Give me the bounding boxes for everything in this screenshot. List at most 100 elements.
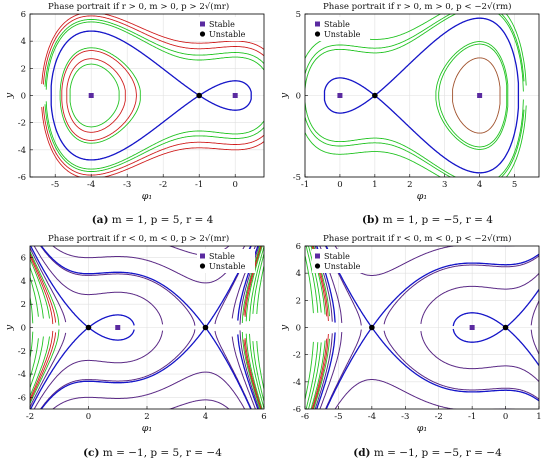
separatrix bbox=[40, 246, 252, 409]
trajectory-green bbox=[30, 251, 60, 404]
y-tick-label: 0 bbox=[296, 324, 301, 334]
caption-b: (b) m = 1, p = −5, r = 4 bbox=[362, 214, 493, 226]
ticks: -2 0 2 4 6 -6 -4 -2 0 2 4 6 bbox=[18, 254, 267, 422]
trajectory-red bbox=[452, 57, 501, 134]
x-tick-label: -3 bbox=[401, 412, 409, 422]
unstable-point bbox=[85, 324, 92, 331]
stable-point bbox=[337, 93, 343, 98]
trajectory-purple bbox=[39, 246, 196, 409]
legend-marker-stable bbox=[200, 21, 205, 27]
x-tick-label: 0 bbox=[337, 180, 342, 190]
phase-portrait-d: -6 -5 -4 -3 -2 -1 0 1 -6 -4 -2 0 2 4 6 φ₁ y StableUnstabl… bbox=[279, 242, 542, 434]
trajectory-purple bbox=[52, 246, 246, 409]
trajectory-green bbox=[30, 277, 39, 378]
trajectory-green bbox=[59, 47, 141, 144]
separatrix bbox=[323, 17, 520, 174]
x-tick-label: -3 bbox=[123, 180, 131, 190]
y-tick-label: -4 bbox=[18, 146, 26, 156]
legend-label: Unstable bbox=[209, 262, 246, 271]
separatrix bbox=[50, 30, 252, 161]
trajectory-green bbox=[69, 63, 120, 128]
panel-d: Phase portrait if r < 0, m < 0, p < −2√(… bbox=[275, 232, 550, 465]
x-tick-label: 2 bbox=[144, 412, 149, 422]
stable-point bbox=[88, 93, 94, 98]
legend-box bbox=[197, 249, 255, 273]
y-tick-label: -4 bbox=[18, 370, 26, 380]
legend-box bbox=[312, 249, 370, 273]
y-tick-label: 0 bbox=[296, 92, 301, 102]
separatrix bbox=[325, 246, 539, 409]
legend-marker-unstable bbox=[314, 31, 321, 37]
panel-b: Phase portrait if r > 0, m > 0, p < −2√(… bbox=[275, 0, 550, 232]
y-tick-label: -2 bbox=[18, 347, 26, 357]
y-tick-label: 6 bbox=[21, 254, 26, 264]
unstable-point bbox=[196, 92, 202, 99]
x-tick-label: 0 bbox=[232, 180, 237, 190]
trajectory-green bbox=[44, 19, 264, 172]
stable-point bbox=[477, 93, 483, 98]
x-tick-label: 0 bbox=[86, 412, 91, 422]
trajectory-purple bbox=[30, 247, 67, 408]
unstable-point bbox=[502, 324, 509, 331]
x-axis-label: φ₁ bbox=[417, 423, 427, 434]
x-tick-label: -4 bbox=[87, 180, 95, 190]
chart-title: Phase portrait if r > 0, m > 0, p < −2√(… bbox=[323, 2, 512, 12]
x-tick-label: -2 bbox=[435, 412, 443, 422]
legend-label: Unstable bbox=[209, 30, 246, 39]
chart-title: Phase portrait if r < 0, m < 0, p > 2√(m… bbox=[48, 234, 230, 244]
y-tick-label: 4 bbox=[21, 277, 26, 287]
trajectory-green bbox=[252, 253, 264, 402]
y-tick-label: -6 bbox=[18, 173, 26, 183]
trajectory-red bbox=[30, 255, 54, 400]
y-tick-label: -6 bbox=[293, 405, 301, 415]
x-tick-label: -6 bbox=[301, 412, 309, 422]
y-tick-label: 6 bbox=[21, 10, 26, 20]
caption-a: (a) m = 1, p = 5, r = 4 bbox=[91, 214, 214, 226]
x-tick-label: -1 bbox=[301, 180, 309, 190]
trajectory-purple bbox=[33, 246, 164, 409]
x-tick-label: 0 bbox=[503, 412, 508, 422]
trajectory-green bbox=[245, 246, 263, 409]
trajectory-green bbox=[30, 267, 44, 388]
x-tick-label: -5 bbox=[51, 180, 59, 190]
x-tick-label: -2 bbox=[159, 180, 167, 190]
y-axis-label: y bbox=[279, 324, 290, 331]
y-tick-label: -6 bbox=[18, 393, 26, 403]
legend-box bbox=[197, 17, 255, 41]
separatrix bbox=[452, 289, 539, 366]
unstable-point bbox=[202, 324, 209, 331]
legend-label: Stable bbox=[209, 252, 235, 261]
legend-marker-stable bbox=[315, 253, 320, 259]
separatrix bbox=[30, 246, 135, 409]
ticks: -6 -5 -4 -3 -2 -1 0 1 -6 -4 -2 0 2 4 6 bbox=[293, 242, 542, 422]
x-tick-label: 2 bbox=[407, 180, 412, 190]
trajectory-green bbox=[305, 14, 524, 177]
chart-title: Phase portrait if r < 0, m < 0, p < −2√(… bbox=[323, 234, 512, 244]
trajectory-red bbox=[61, 50, 137, 141]
x-tick-label: -1 bbox=[195, 180, 203, 190]
legend-label: Stable bbox=[324, 20, 350, 29]
y-axis-label: y bbox=[4, 324, 15, 331]
trajectory-green bbox=[249, 246, 264, 409]
unstable-point bbox=[372, 92, 378, 99]
x-tick-label: 1 bbox=[536, 412, 541, 422]
trajectory-red bbox=[42, 15, 264, 176]
legend-label: Unstable bbox=[324, 30, 361, 39]
y-tick-label: 2 bbox=[296, 296, 301, 306]
x-axis-label: φ₁ bbox=[142, 423, 152, 434]
y-tick-label: -2 bbox=[18, 119, 26, 129]
trajectory-green bbox=[30, 258, 50, 397]
legend-label: Stable bbox=[209, 20, 235, 29]
trajectory-purple bbox=[420, 273, 539, 382]
caption-d: (d) m = −1, p = −5, r = −4 bbox=[353, 447, 502, 459]
trajectory-green bbox=[256, 265, 264, 390]
y-tick-label: 6 bbox=[296, 242, 301, 252]
legend-label: Unstable bbox=[324, 262, 361, 271]
x-tick-label: 4 bbox=[203, 412, 208, 422]
y-tick-label: 0 bbox=[21, 92, 26, 102]
stable-point bbox=[115, 325, 121, 330]
